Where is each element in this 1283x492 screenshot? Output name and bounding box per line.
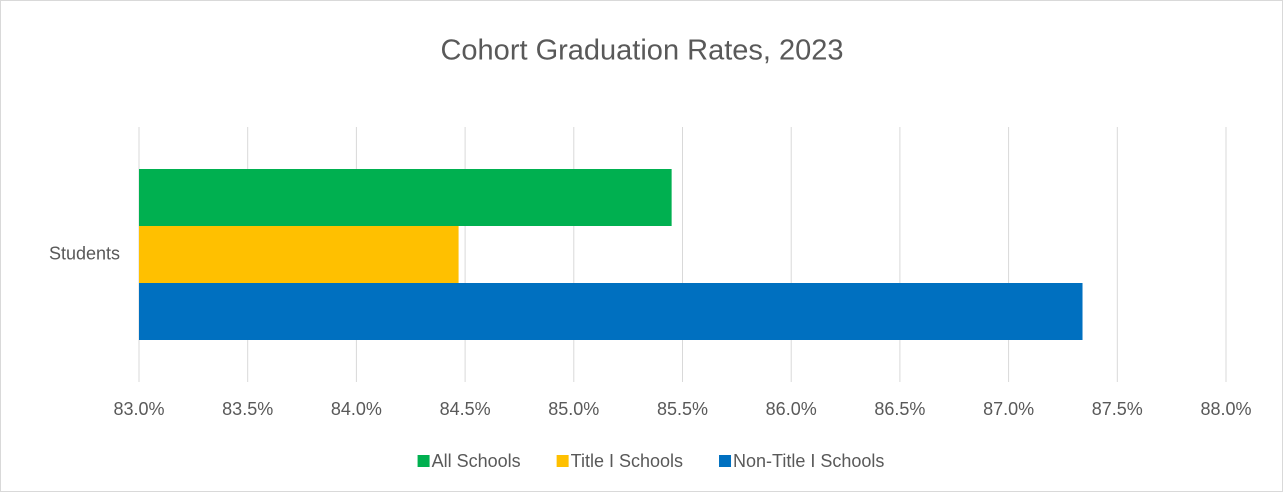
legend-swatch	[417, 455, 430, 467]
x-tick-label: 85.5%	[657, 399, 708, 419]
x-tick-label: 86.0%	[766, 399, 817, 419]
bar	[139, 226, 459, 283]
x-tick-label: 86.5%	[874, 399, 925, 419]
x-tick-label: 83.5%	[222, 399, 273, 419]
x-tick-label: 88.0%	[1200, 399, 1251, 419]
bar	[139, 283, 1083, 340]
x-tick-label: 83.0%	[113, 399, 164, 419]
legend-swatch	[719, 455, 732, 467]
x-tick-label: 87.5%	[1092, 399, 1143, 419]
legend-label: Non-Title I Schools	[733, 451, 884, 471]
bar	[139, 169, 672, 226]
legend-label: All Schools	[432, 451, 521, 471]
x-tick-label: 87.0%	[983, 399, 1034, 419]
x-tick-label: 85.0%	[548, 399, 599, 419]
y-tick-label: Students	[49, 243, 120, 263]
chart-title: Cohort Graduation Rates, 2023	[440, 35, 843, 67]
legend-label: Title I Schools	[571, 451, 683, 471]
x-tick-label: 84.0%	[331, 399, 382, 419]
legend-swatch	[556, 455, 569, 467]
x-tick-label: 84.5%	[440, 399, 491, 419]
